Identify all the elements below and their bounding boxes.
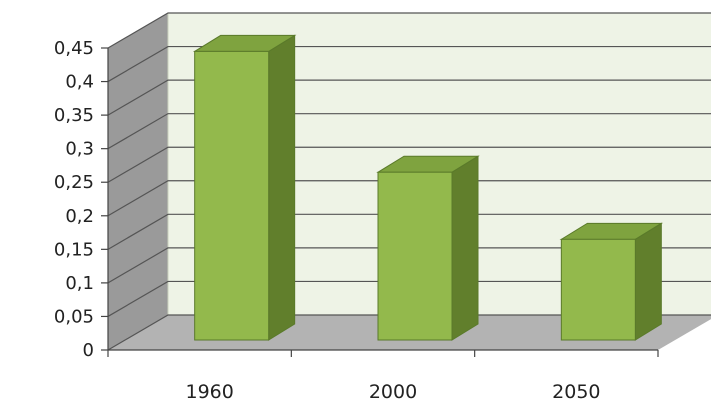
gridline <box>107 12 711 49</box>
bar-front-face <box>560 238 636 341</box>
gridline <box>107 247 711 284</box>
y-tick-label: 0,1 <box>65 273 94 294</box>
gridlines <box>107 12 711 351</box>
gridline <box>107 280 711 317</box>
gridline <box>107 113 711 150</box>
y-tick-label: 0,45 <box>54 38 94 59</box>
y-tick-label: 0,4 <box>65 72 94 93</box>
gridline <box>107 79 711 116</box>
gridline <box>107 45 711 83</box>
y-tick-label: 0 <box>83 340 94 361</box>
bar-front-face <box>377 171 453 341</box>
y-tick-label: 0,35 <box>54 105 94 126</box>
y-tick-label: 0,05 <box>54 306 94 327</box>
y-tick-label: 0,3 <box>65 139 94 160</box>
bar-side-face <box>634 222 662 341</box>
bar-2050 <box>559 222 664 341</box>
bar-2000 <box>376 155 480 341</box>
bars <box>192 34 664 341</box>
bar-front-face <box>194 50 270 341</box>
gridline <box>107 213 711 250</box>
x-axis-tick-labels: 1960 2000 2050 <box>185 381 600 403</box>
axes <box>101 47 659 357</box>
gridline <box>107 146 711 183</box>
gridline <box>107 314 711 351</box>
y-tick-label: 0,25 <box>54 172 94 193</box>
y-axis-tick-labels: 0 0,05 0,1 0,15 0,2 0,25 0,3 0,35 0,4 0,45 <box>54 38 94 361</box>
bar-1960 <box>192 34 297 341</box>
y-tick-label: 0,15 <box>54 239 94 260</box>
gridline <box>107 180 711 217</box>
x-tick-label: 2050 <box>552 381 600 403</box>
bar-side-face <box>268 34 296 341</box>
x-tick-label: 2000 <box>369 381 417 403</box>
y-tick-label: 0,2 <box>65 206 94 227</box>
x-tick-label: 1960 <box>185 381 233 403</box>
left-side-wall <box>108 13 168 350</box>
bar-side-face <box>451 155 479 341</box>
